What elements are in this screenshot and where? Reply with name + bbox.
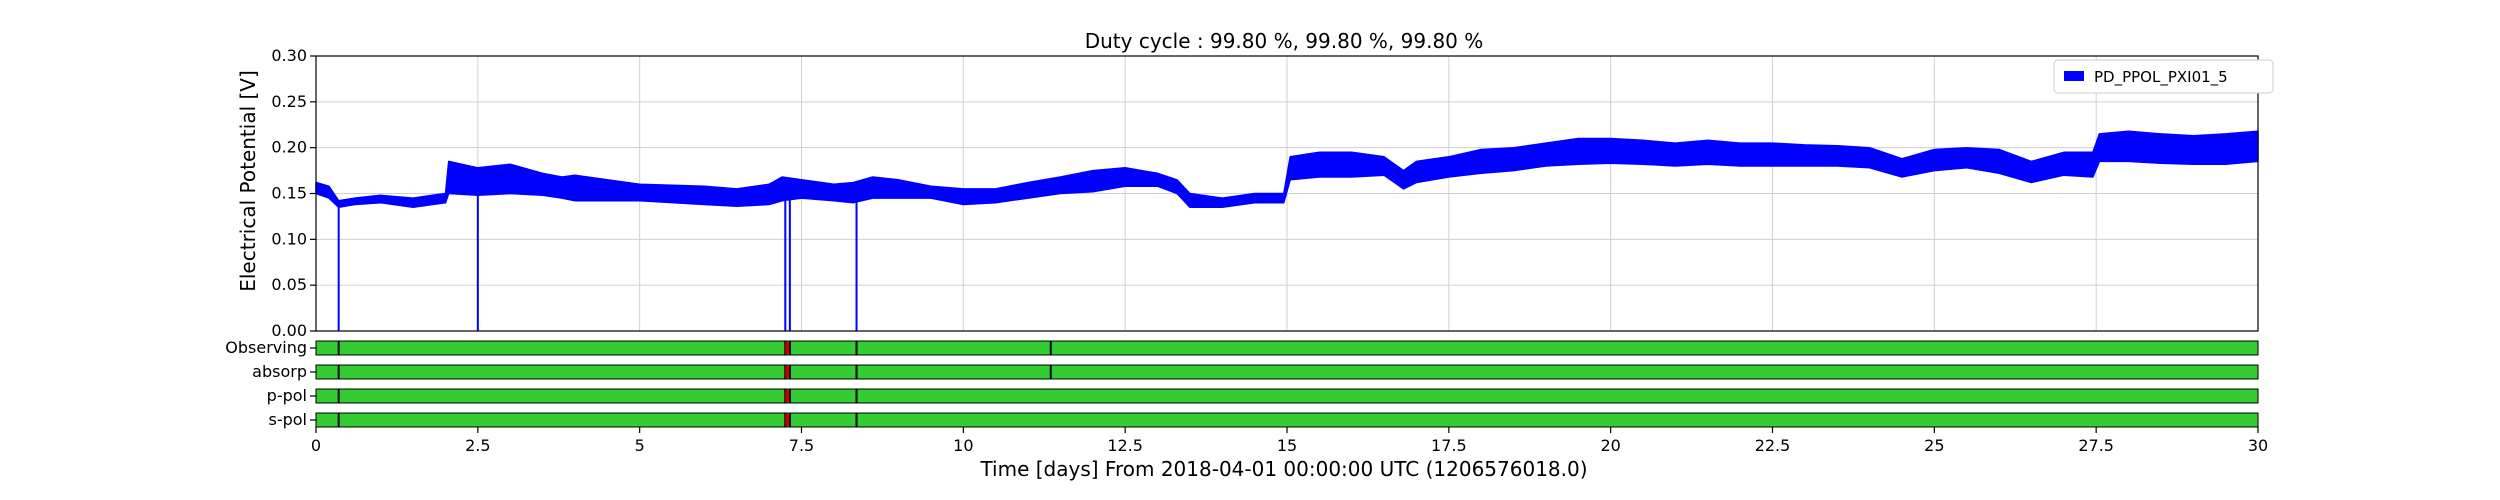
y-axis-label: Electrical Potential [V] <box>236 70 260 292</box>
x-tick-label: 30 <box>2248 436 2268 455</box>
x-axis-label: Time [days] From 2018-04-01 00:00:00 UTC… <box>979 457 1587 481</box>
segment-flag <box>785 390 790 402</box>
segment-bar-p-pol <box>315 388 2259 404</box>
x-tick-label: 22.5 <box>1755 436 1791 455</box>
legend-entry-label: PD_PPOL_PXI01_5 <box>2094 68 2228 87</box>
legend-swatch <box>2064 71 2084 81</box>
x-tick-label: 10 <box>953 436 973 455</box>
y-axis: 0.00 0.05 0.10 0.15 0.20 0.25 0.30 <box>271 46 316 340</box>
x-tick-label: 25 <box>1924 436 1944 455</box>
y-tick-label: 0.15 <box>271 184 307 203</box>
segment-flag <box>785 342 790 354</box>
legend: PD_PPOL_PXI01_5 <box>2053 59 2274 94</box>
segment-label: absorp <box>252 362 307 381</box>
segment-label: s-pol <box>269 410 308 429</box>
x-tick-label: 2.5 <box>465 436 490 455</box>
x-tick-label: 7.5 <box>789 436 814 455</box>
segment-label: Observing <box>225 338 307 357</box>
x-tick-label: 0 <box>311 436 321 455</box>
x-axis: 0 2.5 5 7.5 10 12.5 15 17.5 20 22.5 25 27.5 30 <box>311 427 2268 455</box>
x-tick-label: 27.5 <box>2078 436 2114 455</box>
x-tick-label: 20 <box>1600 436 1620 455</box>
chart-title: Duty cycle : 99.80 %, 99.80 %, 99.80 % <box>1085 29 1484 53</box>
y-tick-label: 0.20 <box>271 138 307 157</box>
x-tick-label: 15 <box>1277 436 1297 455</box>
segment-bar-s-pol <box>315 412 2259 428</box>
segment-bars: Observing absorp p-pol s-pol <box>225 338 2259 429</box>
y-tick-label: 0.05 <box>271 275 307 294</box>
segment-bar-observing <box>315 340 2259 356</box>
x-tick-label: 17.5 <box>1431 436 1467 455</box>
segment-flag <box>785 414 790 426</box>
legend-box <box>2053 59 2274 94</box>
y-tick-label: 0.10 <box>271 229 307 248</box>
y-tick-label: 0.25 <box>271 92 307 111</box>
segment-bar-absorp <box>315 364 2259 380</box>
y-tick-label: 0.00 <box>271 321 307 340</box>
segment-flag <box>785 366 790 378</box>
x-tick-label: 12.5 <box>1107 436 1143 455</box>
x-tick-label: 5 <box>635 436 645 455</box>
segment-label: p-pol <box>267 386 307 405</box>
y-tick-label: 0.30 <box>271 46 307 65</box>
